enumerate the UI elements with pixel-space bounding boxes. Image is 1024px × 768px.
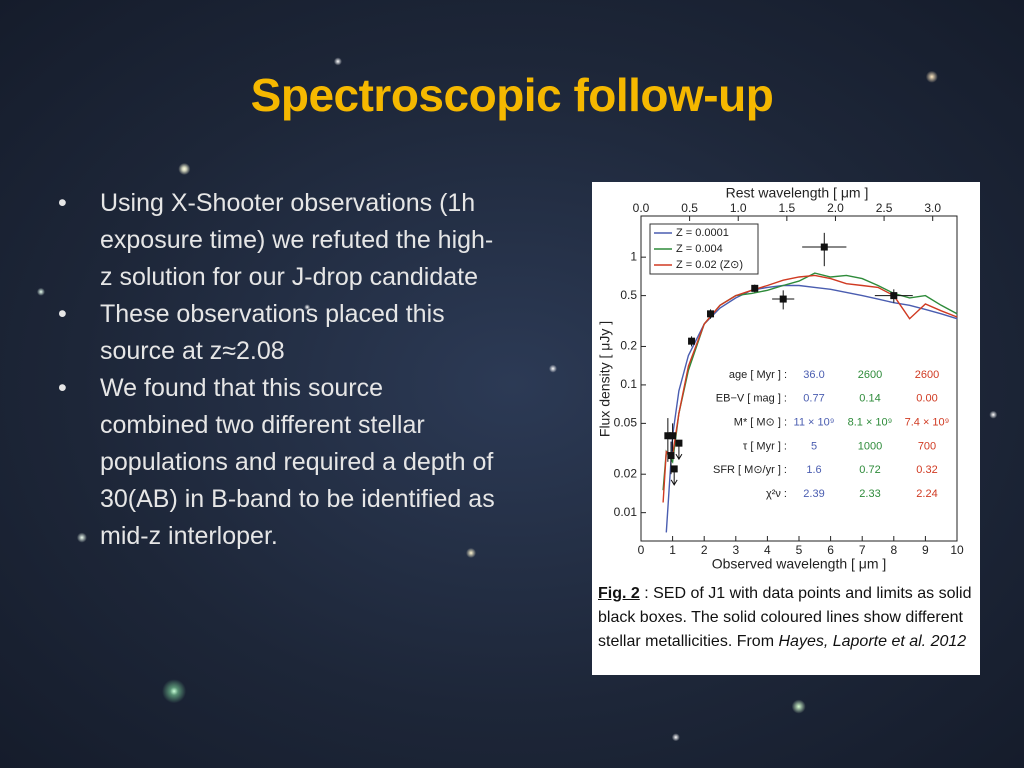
x-tick-label: 0 (638, 543, 645, 557)
data-point (675, 439, 683, 447)
data-point (890, 292, 898, 300)
caption-label: Fig. 2 (598, 585, 640, 602)
y-tick-label: 1 (630, 249, 637, 263)
bullet-list: Using X-Shooter observations (1h exposur… (58, 185, 498, 555)
x-tick-label: 8 (890, 543, 897, 557)
series-line (662, 274, 958, 503)
table-value: 0.14 (859, 393, 880, 405)
data-point (707, 310, 715, 318)
table-value: 0.72 (859, 464, 880, 476)
x2-axis-title: Rest wavelength [ μm ] (726, 185, 869, 201)
chart: Rest wavelength [ μm ] Observed waveleng… (597, 185, 964, 572)
x2-tick-label: 1.0 (730, 201, 747, 215)
y-tick-label: 0.01 (614, 505, 638, 519)
table-label: M* [ M⊙ ] : (734, 417, 787, 429)
x-tick-label: 10 (950, 543, 964, 557)
table-value: 36.0 (803, 369, 824, 381)
data-point (670, 465, 678, 473)
data-point (688, 337, 696, 345)
table-value: 2.33 (859, 488, 880, 500)
table-label: EB−V [ mag ] : (716, 393, 787, 405)
x-tick-label: 9 (922, 543, 929, 557)
caption-reference: Hayes, Laporte et al. 2012 (778, 633, 967, 650)
y-tick-label: 0.02 (614, 466, 638, 480)
x-axis-title: Observed wavelength [ μm ] (712, 556, 887, 572)
data-point (667, 452, 675, 460)
bullet: We found that this source combined two d… (58, 370, 498, 555)
data-point (669, 432, 677, 440)
table-label: age [ Myr ] : (729, 369, 787, 381)
legend-label: Z = 0.0001 (676, 227, 729, 239)
table-value: 0.32 (916, 464, 937, 476)
table-value: 2600 (858, 369, 882, 381)
data-point (664, 432, 672, 440)
y-tick-label: 0.05 (614, 416, 638, 430)
y-axis-title: Flux density [ μJy ] (597, 321, 613, 437)
series-line (665, 284, 958, 533)
table-value: 2600 (915, 369, 939, 381)
bullet: These observations placed this source at… (58, 296, 498, 370)
slide-title: Spectroscopic follow-up (250, 69, 774, 121)
y-tick-label: 0.2 (620, 339, 637, 353)
legend-label: Z = 0.02 (Z⊙) (676, 259, 743, 271)
table-value: 8.1 × 10⁹ (848, 417, 893, 429)
table-label: τ [ Myr ] : (743, 440, 787, 452)
x2-tick-label: 0.0 (633, 201, 650, 215)
table-label: χ²ν : (766, 488, 787, 500)
table-value: 0.00 (916, 393, 937, 405)
x2-tick-label: 0.5 (681, 201, 698, 215)
table-value: 7.4 × 10⁹ (905, 417, 950, 429)
legend-label: Z = 0.004 (676, 243, 723, 255)
y-tick-label: 0.1 (620, 377, 637, 391)
table-value: 2.39 (803, 488, 824, 500)
x-tick-label: 3 (732, 543, 739, 557)
x-tick-label: 7 (859, 543, 866, 557)
x-tick-label: 2 (701, 543, 708, 557)
table-value: 1.6 (806, 464, 821, 476)
y-tick-label: 0.5 (620, 288, 637, 302)
x-tick-label: 1 (669, 543, 676, 557)
x-tick-label: 4 (764, 543, 771, 557)
table-value: 700 (918, 440, 936, 452)
caption: Fig. 2 : SED of J1 with data points and … (598, 582, 978, 654)
figure: Rest wavelength [ μm ] Observed waveleng… (592, 182, 980, 675)
table-value: 0.77 (803, 393, 824, 405)
table-value: 5 (811, 440, 817, 452)
table-label: SFR [ M⊙/yr ] : (713, 464, 787, 476)
table-value: 2.24 (916, 488, 937, 500)
data-point (820, 243, 828, 251)
x-tick-label: 5 (796, 543, 803, 557)
bullet: Using X-Shooter observations (1h exposur… (58, 185, 498, 296)
x2-tick-label: 3.0 (924, 201, 941, 215)
data-point (751, 284, 759, 292)
caption-text: : SED of J1 with data points and limits … (598, 585, 972, 650)
data-point (779, 295, 787, 303)
x2-tick-label: 1.5 (779, 201, 796, 215)
x2-tick-label: 2.5 (876, 201, 893, 215)
x2-tick-label: 2.0 (827, 201, 844, 215)
table-value: 11 × 10⁹ (794, 417, 835, 429)
table-value: 1000 (858, 440, 882, 452)
x-tick-label: 6 (827, 543, 834, 557)
